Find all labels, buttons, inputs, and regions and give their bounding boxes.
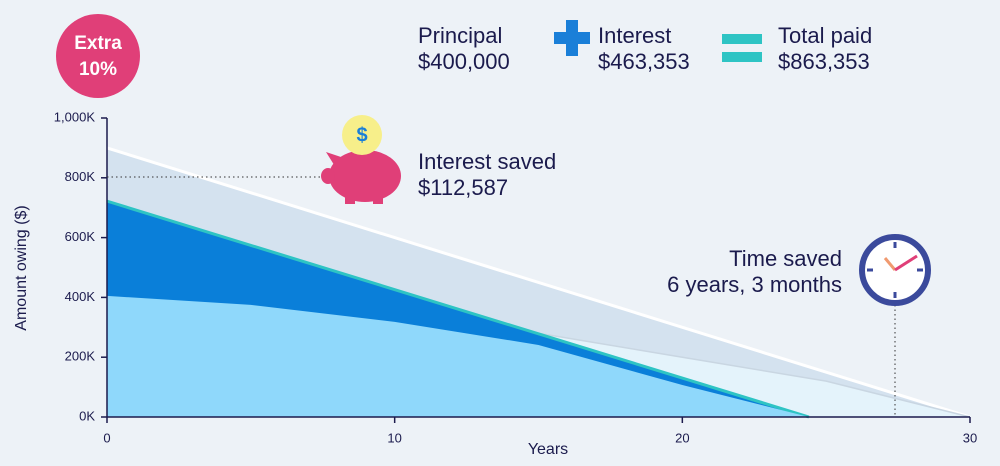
summary-value: $463,353 [598, 49, 690, 74]
x-axis-label: Years [528, 441, 568, 458]
summary-label: Total paid [778, 23, 872, 48]
clock-icon [859, 234, 931, 306]
summary-value: $400,000 [418, 49, 510, 74]
badge-text: Extra [74, 33, 122, 54]
area [107, 295, 809, 417]
plot: 0K 200K 400K 600K 800K 1,000K 0 10 20 30 Years Amou… [13, 109, 977, 458]
x-tick-label: 30 [963, 430, 977, 445]
y-tick-label: 200K [65, 349, 96, 364]
plus-icon [554, 20, 590, 56]
annotation-value: $112,587 [418, 175, 508, 200]
y-axis-label: Amount owing ($) [13, 205, 30, 330]
line [106, 146, 971, 419]
summary-label: Principal [418, 23, 502, 48]
line [106, 199, 810, 419]
x-tick-label: 20 [675, 430, 689, 445]
y-tick-label: 0K [79, 408, 95, 423]
x-tick-label: 0 [103, 430, 110, 445]
annotation-label: Interest saved [418, 149, 556, 174]
svg-text:$: $ [356, 124, 367, 146]
badge-circle [56, 14, 140, 98]
badge-text: 10% [79, 59, 117, 80]
annotation-value: 6 years, 3 months [667, 272, 842, 297]
x-tick-label: 10 [387, 430, 401, 445]
piggy-icon: $ [321, 115, 401, 204]
annotation-label: Time saved [729, 246, 842, 271]
y-tick-label: 400K [65, 289, 96, 304]
y-tick-label: 1,000K [54, 109, 96, 124]
y-tick-label: 600K [65, 229, 96, 244]
y-tick-label: 800K [65, 169, 96, 184]
summary-label: Interest [598, 23, 671, 48]
summary-value: $863,353 [778, 49, 870, 74]
equals-icon [722, 34, 762, 44]
equals-icon [722, 52, 762, 62]
